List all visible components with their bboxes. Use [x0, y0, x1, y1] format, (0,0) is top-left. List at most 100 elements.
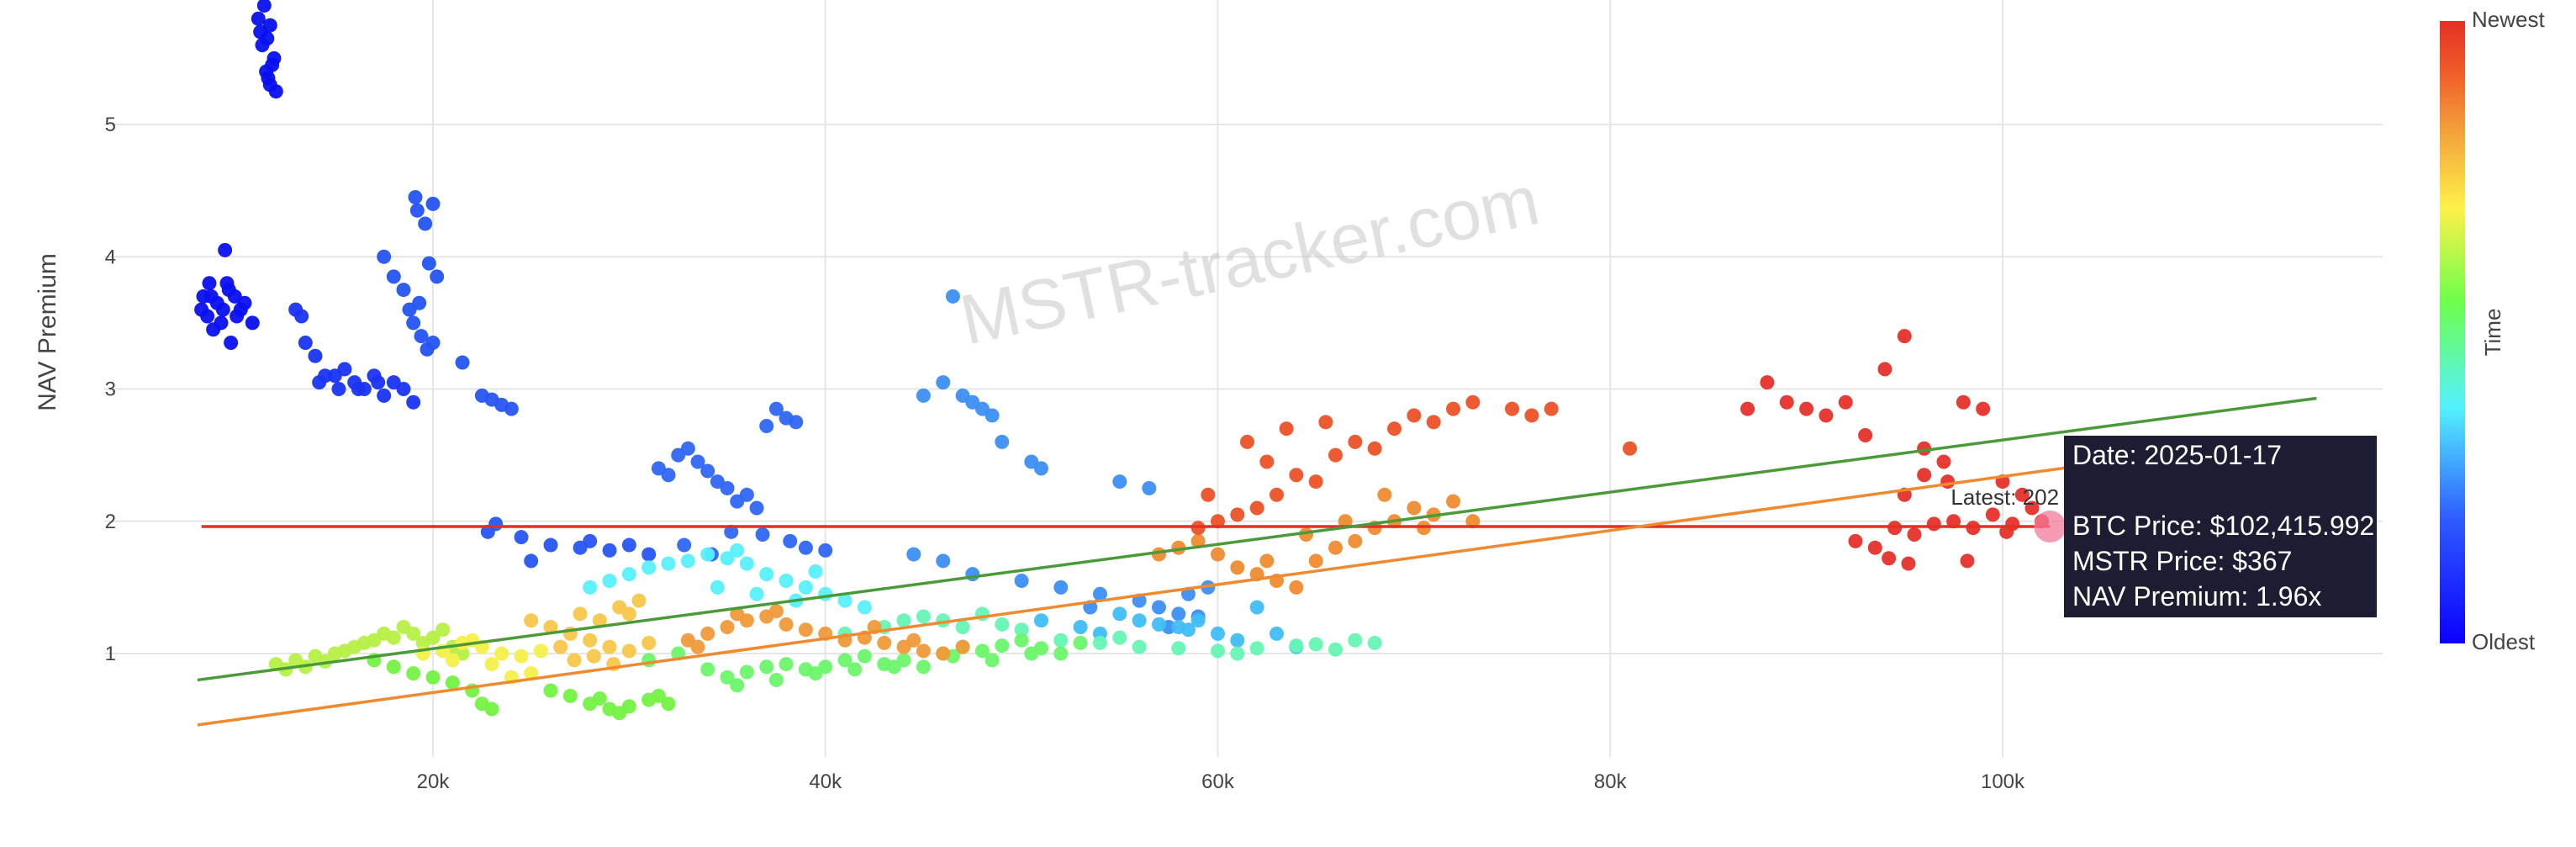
- scatter-point: [621, 643, 636, 659]
- scatter-point: [1999, 524, 2014, 539]
- scatter-point: [720, 480, 735, 495]
- scatter-point: [1882, 551, 1897, 566]
- tooltip-mstr-price: MSTR Price: $367: [2072, 546, 2292, 576]
- y-tick-label: 2: [105, 511, 116, 533]
- scatter-point: [759, 567, 774, 582]
- scatter-point: [690, 639, 705, 654]
- scatter-point: [936, 553, 951, 569]
- scatter-point: [1465, 394, 1481, 410]
- scatter-point: [583, 533, 598, 548]
- scatter-point: [196, 289, 211, 304]
- scatter-point: [1151, 617, 1166, 632]
- y-tick-label: 1: [105, 643, 116, 665]
- scatter-point: [1211, 514, 1225, 529]
- scatter-point: [621, 567, 636, 582]
- scatter-point: [337, 643, 352, 659]
- scatter-point: [484, 657, 499, 672]
- scatter-point: [1799, 401, 1814, 416]
- scatter-point: [661, 556, 676, 571]
- scatter-point: [1270, 626, 1285, 641]
- scatter-point: [779, 574, 794, 589]
- latest-point-marker[interactable]: [2034, 511, 2067, 543]
- scatter-point: [808, 666, 823, 681]
- scatter-point: [1289, 468, 1304, 483]
- scatter-point: [396, 620, 411, 635]
- scatter-point: [514, 648, 529, 664]
- scatter-point: [583, 580, 598, 595]
- scatter-point: [1240, 434, 1255, 449]
- scatter-point: [265, 57, 280, 72]
- scatter-point: [386, 659, 401, 675]
- scatter-point: [1053, 633, 1069, 648]
- scatter-point: [700, 547, 715, 562]
- x-axis-ticks: 20k 40k 60k 80k 100k: [417, 770, 2025, 793]
- scatter-point: [700, 662, 715, 677]
- scatter-point: [720, 620, 735, 635]
- scatter-point: [1190, 533, 1206, 548]
- scatter-point: [1956, 394, 1971, 410]
- scatter-point: [768, 672, 784, 687]
- scatter-point: [1230, 646, 1245, 661]
- scatter-point: [251, 11, 266, 26]
- scatter-point: [524, 553, 539, 569]
- scatter-point: [224, 335, 239, 350]
- scatter-point: [412, 295, 427, 310]
- scatter-point: [877, 635, 892, 650]
- scatter-point: [955, 620, 970, 635]
- scatter-point: [1505, 401, 1520, 416]
- scatter-point: [1112, 630, 1127, 645]
- scatter-point: [945, 289, 960, 304]
- scatter-point: [700, 463, 715, 479]
- scatter-point: [1073, 635, 1088, 650]
- scatter-point: [984, 408, 1000, 423]
- scatter-point: [995, 638, 1010, 654]
- scatter-point: [308, 348, 323, 363]
- scatter-point: [524, 666, 539, 681]
- scatter-point: [916, 659, 931, 675]
- scatter-point: [651, 688, 666, 703]
- scatter-point: [621, 606, 636, 622]
- scatter-point: [1211, 626, 1225, 641]
- scatter-point: [268, 84, 283, 99]
- scatter-point: [700, 626, 715, 641]
- scatter-point: [214, 315, 229, 331]
- scatter-point: [1230, 633, 1245, 648]
- scatter-point: [553, 639, 568, 654]
- scatter-point: [768, 604, 784, 619]
- scatter-point: [371, 375, 386, 390]
- scatter-point: [857, 648, 872, 664]
- scatter-point: [1033, 461, 1048, 476]
- scatter-point: [1338, 514, 1353, 529]
- scatter-point: [230, 309, 245, 324]
- scatter-point: [995, 617, 1010, 632]
- scatter-point: [1289, 638, 1304, 654]
- scatter-point: [504, 401, 519, 416]
- scatter-point: [262, 18, 277, 33]
- scatter-point: [1377, 487, 1392, 502]
- scatter-point: [661, 696, 676, 712]
- scatter-point: [1053, 580, 1069, 595]
- scatter-point: [916, 609, 931, 624]
- scatter-point: [337, 362, 352, 377]
- scatter-point: [484, 701, 499, 717]
- scatter-point: [612, 706, 627, 721]
- scatter-point: [455, 355, 470, 370]
- scatter-point: [936, 646, 951, 661]
- scatter-point: [215, 302, 230, 317]
- scatter-point: [602, 639, 617, 654]
- colorbar-bottom-label: Oldest: [2472, 629, 2536, 654]
- scatter-point: [1151, 600, 1166, 615]
- scatter-point: [533, 643, 548, 659]
- scatter-point: [1348, 633, 1363, 648]
- scatter-point: [749, 500, 764, 516]
- scatter-point: [1190, 613, 1206, 628]
- scatter-point: [1426, 415, 1441, 430]
- scatter-point: [377, 388, 392, 403]
- scatter-point: [965, 567, 980, 582]
- scatter-point: [779, 617, 794, 632]
- trend-line: [197, 463, 2082, 727]
- scatter-point: [261, 71, 276, 86]
- scatter-point: [1142, 480, 1157, 495]
- tooltip-date: Date: 2025-01-17: [2072, 440, 2282, 470]
